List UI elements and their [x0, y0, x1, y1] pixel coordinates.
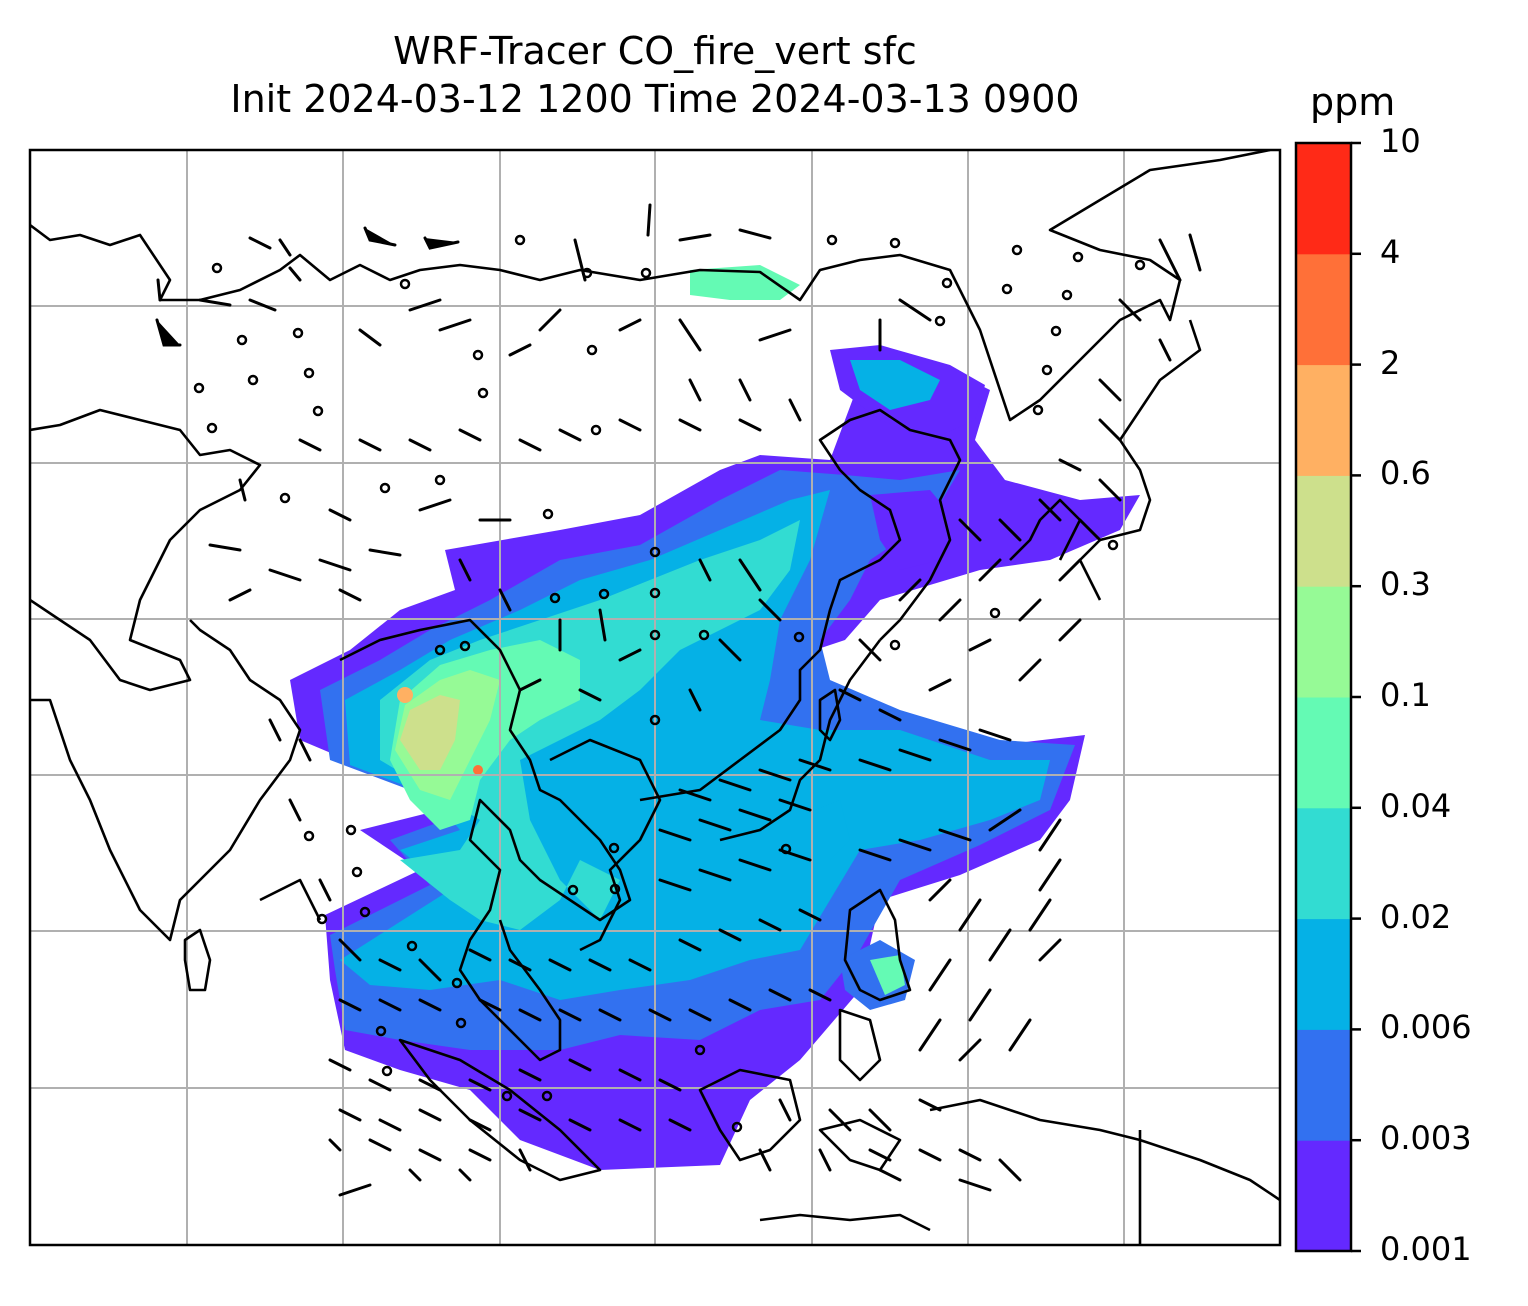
colorbar-segment — [1296, 697, 1351, 809]
colorbar-tick-label: 2 — [1380, 343, 1401, 382]
tracer-layer-002 — [380, 520, 800, 930]
tracer-concentration-field — [290, 265, 1140, 1170]
colorbar-tick-label: 4 — [1380, 232, 1401, 271]
colorbar-tick-label: 0.006 — [1380, 1008, 1472, 1047]
plot-title-line2: Init 2024-03-12 1200 Time 2024-03-13 090… — [230, 77, 1080, 121]
wind-barbs — [155, 203, 1202, 1197]
tracer-plume-north — [850, 360, 940, 410]
colorbar-segment — [1296, 586, 1351, 698]
tracer-plume-philippines — [870, 955, 905, 995]
colorbar — [1294, 141, 1361, 1253]
colorbar-tick-label: 0.02 — [1380, 897, 1452, 936]
colorbar-tick-label: 0.001 — [1380, 1230, 1472, 1268]
colorbar-segment — [1296, 253, 1351, 366]
colorbar-segment — [1296, 1029, 1351, 1141]
colorbar-tick-label: 0.003 — [1380, 1119, 1472, 1158]
tracer-plume-north — [690, 265, 800, 300]
colorbar-segment — [1296, 918, 1351, 1030]
map-gridlines — [30, 150, 1280, 1245]
colorbar-segment — [1296, 364, 1351, 476]
colorbar-tick-label: 0.6 — [1380, 454, 1431, 493]
colorbar-tick-label: 10 — [1380, 122, 1421, 160]
tracer-hotspot — [473, 765, 483, 775]
colorbar-segment — [1296, 807, 1351, 920]
colorbar-unit-label: ppm — [1310, 80, 1396, 124]
plot-title-line1: WRF-Tracer CO_fire_vert sfc — [393, 29, 917, 73]
tracer-layer-03 — [400, 695, 460, 770]
station-markers — [193, 234, 1146, 1133]
colorbar-segment — [1296, 1140, 1351, 1252]
colorbar-segment — [1296, 143, 1351, 255]
tracer-plume-taiwan — [815, 800, 850, 860]
colorbar-tick-label: 0.3 — [1380, 565, 1431, 604]
colorbar-tick-label: 0.04 — [1380, 786, 1452, 825]
colorbar-segment — [1296, 475, 1351, 587]
tracer-hotspot — [397, 687, 413, 703]
colorbar-tick-label: 0.1 — [1380, 676, 1431, 714]
map-frame — [28, 148, 1282, 1247]
